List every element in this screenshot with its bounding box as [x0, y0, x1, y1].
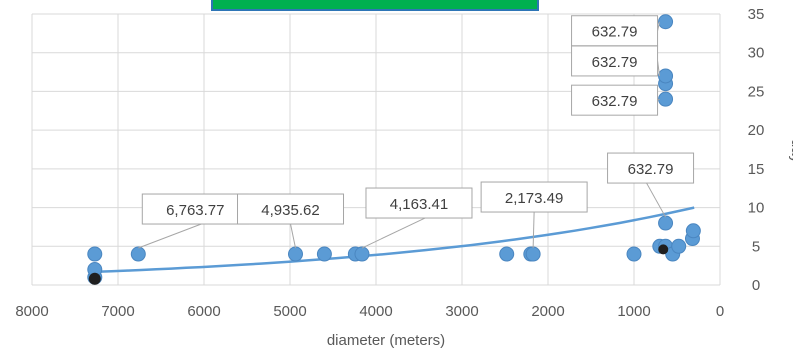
y-tick-label: 10	[748, 200, 765, 217]
data-point	[658, 68, 674, 84]
data-label: 632.79	[592, 93, 638, 110]
x-tick-label: 8000	[15, 303, 48, 320]
y-tick-label: 20	[748, 122, 765, 139]
x-tick-label: 5000	[273, 303, 306, 320]
data-point	[626, 246, 642, 262]
data-label-callout: 4,935.62	[237, 193, 345, 249]
y-tick-label: 15	[748, 161, 765, 178]
y-tick-label: 30	[748, 45, 765, 62]
data-point	[87, 246, 103, 262]
x-tick-label: 4000	[359, 303, 392, 320]
data-label-callout: 2,173.49	[480, 181, 588, 249]
y-tick-label: 0	[752, 277, 760, 294]
callout-leader	[532, 212, 535, 249]
trendline	[96, 206, 695, 274]
data-point-overlap	[88, 272, 101, 285]
data-label: 4,163.41	[390, 196, 448, 213]
callout-box	[237, 193, 345, 225]
x-tick-label: 2000	[531, 303, 564, 320]
data-label-callout: 632.79	[571, 45, 661, 77]
callout-box	[571, 15, 659, 47]
callout-leader	[646, 182, 666, 218]
data-label-callout: 632.79	[607, 152, 695, 218]
y-axis-title: day	[788, 139, 793, 164]
x-tick-label: 3000	[445, 303, 478, 320]
x-axis-title: diameter (meters)	[327, 332, 445, 349]
data-label: 632.79	[592, 24, 638, 41]
y-tick-label: 25	[748, 83, 765, 100]
data-label: 632.79	[592, 54, 638, 71]
callout-box	[571, 84, 659, 116]
data-point	[354, 246, 370, 262]
data-point	[525, 246, 541, 262]
data-point	[288, 246, 304, 262]
x-tick-label: 0	[716, 303, 724, 320]
x-axis-ticks: 8000 7000 6000 5000 4000 3000 2000 1000 0	[15, 303, 724, 320]
data-label: 632.79	[628, 161, 674, 178]
data-point	[658, 14, 674, 30]
y-tick-label: 35	[748, 6, 765, 23]
data-point	[658, 215, 674, 231]
data-label: 6,763.77	[166, 202, 224, 219]
legend-bar	[211, 0, 539, 11]
data-point-overlap	[658, 244, 669, 255]
callout-box	[141, 193, 249, 225]
data-label: 2,173.49	[505, 190, 563, 207]
data-point	[685, 223, 701, 239]
data-points	[87, 14, 701, 285]
data-label: 4,935.62	[261, 202, 319, 219]
trendline-group	[96, 206, 695, 274]
y-tick-label: 5	[752, 238, 760, 255]
data-label-callout: 6,763.77	[138, 193, 249, 249]
data-point	[130, 246, 146, 262]
data-label-callout: 4,163.41	[361, 187, 473, 249]
data-point	[671, 238, 687, 254]
callout-box	[607, 152, 695, 184]
callout-box	[480, 181, 588, 213]
callout-leader	[138, 223, 202, 249]
legend-bar-shape	[211, 0, 539, 11]
callout-leader	[361, 217, 426, 249]
x-tick-label: 6000	[187, 303, 220, 320]
x-tick-label: 1000	[617, 303, 650, 320]
y-axis-ticks: 0 5 10 15 20 25 30 35	[748, 6, 765, 294]
data-label-callout: 632.79	[571, 84, 660, 116]
x-tick-label: 7000	[101, 303, 134, 320]
callout-box	[365, 187, 473, 219]
data-point	[316, 246, 332, 262]
data-label-callouts: 6,763.77 4,935.62 4,163.41 2,173.49 632.79 63…	[138, 15, 695, 249]
data-point	[499, 246, 515, 262]
callout-leader	[290, 223, 296, 249]
callout-box	[571, 45, 659, 77]
data-point	[658, 91, 674, 107]
data-label-callout: 632.79	[571, 15, 661, 47]
